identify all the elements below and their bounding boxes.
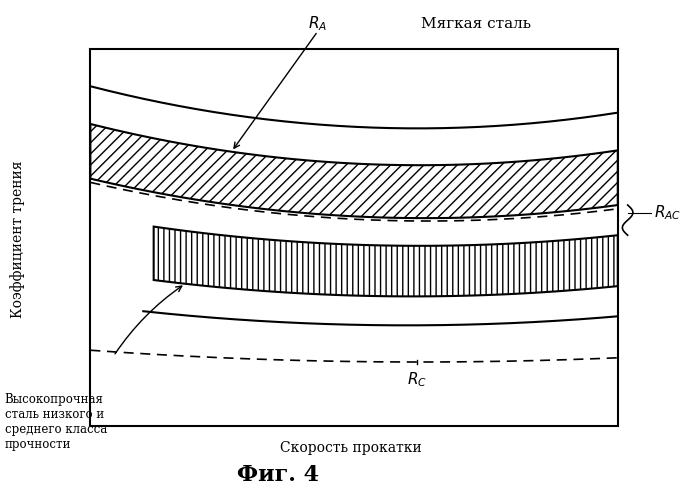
Bar: [90, 48, 618, 426]
Text: $R_C$: $R_C$: [408, 370, 428, 389]
Polygon shape: [154, 227, 618, 296]
Text: Скорость прокатки: Скорость прокатки: [280, 441, 421, 455]
Text: Высокопрочная
сталь низкого и
среднего класса
прочности: Высокопрочная сталь низкого и среднего к…: [5, 393, 107, 452]
Text: Мягкая сталь: Мягкая сталь: [421, 17, 531, 31]
Text: Коэффициент трения: Коэффициент трения: [10, 161, 25, 318]
Text: $R_A$: $R_A$: [308, 14, 328, 33]
Text: Фиг. 4: Фиг. 4: [237, 464, 319, 487]
Polygon shape: [90, 124, 618, 218]
Text: $R_{AC}$: $R_{AC}$: [654, 203, 681, 222]
